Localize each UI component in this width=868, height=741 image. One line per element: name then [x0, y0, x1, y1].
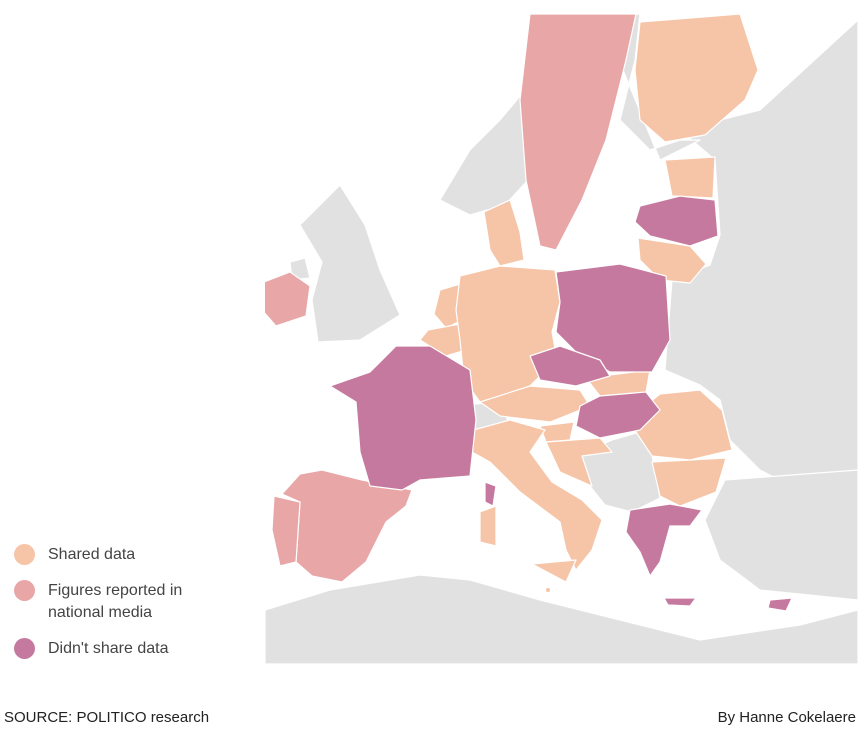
region-land-uk — [299, 184, 401, 343]
region-corsica — [484, 481, 497, 507]
region-bulgaria — [651, 457, 727, 507]
region-malta — [546, 588, 550, 592]
region-italy — [465, 419, 603, 571]
region-greece — [625, 503, 703, 577]
byline: By Hanne Cokelaere — [717, 709, 856, 726]
legend-label: Didn't share data — [48, 640, 169, 657]
legend-item-didnt-share: Didn't share data — [14, 638, 238, 660]
region-portugal — [271, 495, 301, 567]
region-belgium — [419, 323, 467, 357]
region-estonia — [664, 156, 716, 199]
region-sicily — [531, 559, 577, 583]
region-sardinia — [479, 505, 497, 547]
legend-label: Shared data — [48, 546, 136, 563]
region-czechia — [529, 345, 611, 387]
region-romania — [635, 389, 733, 461]
region-slovenia — [539, 421, 575, 443]
legend-swatch-shared — [14, 544, 35, 565]
legend-label: Figures reported in national media — [48, 582, 183, 621]
region-land-east — [664, 19, 858, 521]
region-land-turkey — [704, 469, 858, 601]
region-ireland — [265, 271, 311, 327]
legend-item-figures: Figures reported in national media — [14, 580, 238, 624]
region-sweden — [519, 14, 637, 251]
region-finland — [634, 14, 759, 143]
region-latvia — [634, 195, 719, 247]
region-denmark — [483, 199, 525, 267]
legend-item-shared: Shared data — [14, 544, 238, 566]
region-cyprus — [767, 597, 793, 612]
region-netherlands — [433, 283, 463, 329]
region-land-norway — [439, 89, 529, 216]
region-hungary — [575, 391, 661, 439]
region-poland — [555, 263, 671, 373]
region-france — [329, 345, 477, 491]
region-crete — [663, 597, 697, 607]
region-land-north-africa — [265, 574, 858, 664]
source-note: SOURCE: POLITICO research — [4, 709, 210, 726]
map-legend: Shared data Figures reported in national… — [14, 544, 238, 674]
legend-swatch-didnt-share — [14, 638, 35, 659]
legend-swatch-figures — [14, 580, 35, 601]
